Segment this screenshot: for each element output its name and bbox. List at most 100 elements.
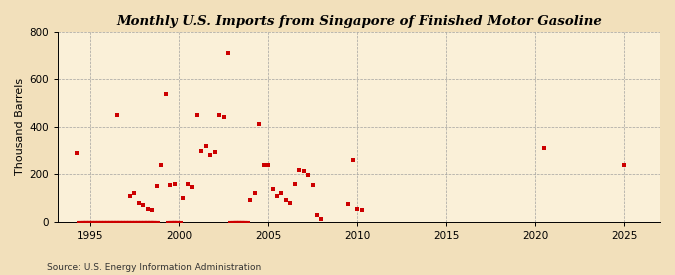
Point xyxy=(122,219,132,224)
Point xyxy=(227,219,238,224)
Point xyxy=(343,202,354,206)
Point xyxy=(233,219,244,224)
Point xyxy=(98,219,109,224)
Point xyxy=(352,207,362,211)
Y-axis label: Thousand Barrels: Thousand Barrels xyxy=(15,78,25,175)
Point xyxy=(169,219,180,224)
Point xyxy=(71,151,82,155)
Point xyxy=(139,219,150,224)
Point xyxy=(90,219,101,224)
Point xyxy=(138,219,148,224)
Point xyxy=(171,219,182,224)
Point xyxy=(316,217,327,222)
Point xyxy=(182,182,193,186)
Point xyxy=(115,219,126,224)
Point xyxy=(209,150,220,154)
Point xyxy=(205,153,215,158)
Point xyxy=(230,219,241,224)
Point xyxy=(254,122,265,127)
Point xyxy=(271,193,282,198)
Point xyxy=(165,219,176,224)
Point xyxy=(281,198,292,203)
Point xyxy=(109,219,120,224)
Point xyxy=(263,163,273,167)
Point xyxy=(347,158,358,162)
Point xyxy=(124,219,135,224)
Point xyxy=(76,219,86,224)
Point xyxy=(130,219,141,224)
Point xyxy=(240,219,251,224)
Point xyxy=(312,212,323,217)
Point xyxy=(113,219,124,224)
Point xyxy=(259,163,269,167)
Point xyxy=(160,91,171,96)
Point xyxy=(142,207,153,211)
Point xyxy=(178,196,189,200)
Point xyxy=(285,200,296,205)
Point xyxy=(134,200,144,205)
Point xyxy=(169,182,180,186)
Point xyxy=(200,144,211,148)
Point xyxy=(147,208,158,212)
Point xyxy=(276,191,287,196)
Point xyxy=(129,191,140,196)
Point xyxy=(104,219,115,224)
Point xyxy=(187,185,198,189)
Point xyxy=(151,219,162,224)
Point xyxy=(619,163,630,167)
Point xyxy=(129,219,140,224)
Point xyxy=(99,219,110,224)
Point xyxy=(165,183,176,187)
Point xyxy=(111,113,122,117)
Point xyxy=(196,148,207,153)
Point xyxy=(123,219,134,224)
Point xyxy=(89,219,100,224)
Point xyxy=(302,173,313,178)
Point xyxy=(136,219,147,224)
Point xyxy=(249,191,260,196)
Point xyxy=(150,219,161,224)
Point xyxy=(125,193,136,198)
Point xyxy=(172,219,183,224)
Point xyxy=(167,219,178,224)
Point xyxy=(107,219,117,224)
Point xyxy=(234,219,245,224)
Point xyxy=(133,219,144,224)
Point xyxy=(166,219,177,224)
Point xyxy=(83,219,94,224)
Point xyxy=(151,184,162,188)
Point xyxy=(128,219,138,224)
Point xyxy=(267,186,278,191)
Point xyxy=(145,219,156,224)
Point xyxy=(223,51,234,56)
Point xyxy=(173,219,184,224)
Point xyxy=(119,219,130,224)
Point xyxy=(114,219,125,224)
Point xyxy=(294,167,304,172)
Point xyxy=(95,219,105,224)
Point xyxy=(108,219,119,224)
Point xyxy=(218,115,229,120)
Point xyxy=(146,219,157,224)
Point xyxy=(105,219,116,224)
Point xyxy=(148,219,159,224)
Point xyxy=(142,219,153,224)
Point xyxy=(77,219,88,224)
Point xyxy=(239,219,250,224)
Point xyxy=(97,219,107,224)
Point xyxy=(92,219,103,224)
Point xyxy=(140,219,151,224)
Point xyxy=(144,219,155,224)
Point xyxy=(80,219,91,224)
Point xyxy=(84,219,95,224)
Point xyxy=(156,163,167,167)
Point xyxy=(120,219,131,224)
Point xyxy=(229,219,240,224)
Point xyxy=(93,219,104,224)
Point xyxy=(192,113,202,117)
Point xyxy=(138,203,148,207)
Point xyxy=(102,219,113,224)
Point xyxy=(111,219,122,224)
Point xyxy=(238,219,248,224)
Point xyxy=(236,219,246,224)
